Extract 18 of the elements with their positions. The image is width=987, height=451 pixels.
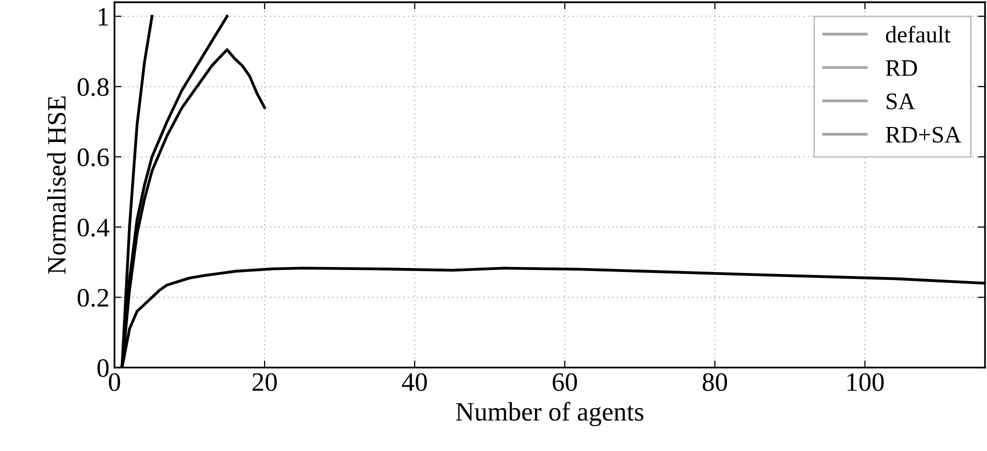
legend-label: RD <box>886 60 917 76</box>
y-tick-label: 0.4 <box>78 218 110 237</box>
x-axis-title: Number of agents <box>456 402 644 426</box>
y-tick-label: 0.2 <box>78 288 108 307</box>
x-tick-label: 40 <box>402 373 427 391</box>
y-axis-title: Normalised HSE <box>47 96 66 274</box>
legend-label: SA <box>886 93 916 110</box>
x-tick-label: 80 <box>702 373 728 391</box>
y-tick-label: 0.6 <box>78 148 109 166</box>
y-tick-label: 0.8 <box>78 78 109 96</box>
x-tick-label: 20 <box>252 373 277 391</box>
legend-label: RD+SA <box>886 126 962 143</box>
y-tick-label: 0 <box>97 359 109 377</box>
x-tick-label: 0 <box>108 373 120 391</box>
x-tick-label: 60 <box>552 373 577 391</box>
x-tick-label: 100 <box>847 373 884 391</box>
y-tick-label: 1 <box>98 8 108 26</box>
legend-label: default <box>886 26 951 43</box>
